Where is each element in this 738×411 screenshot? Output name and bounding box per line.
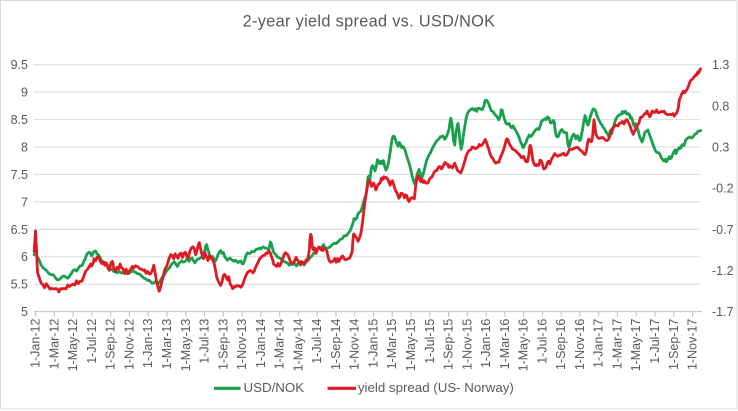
svg-text:5.5: 5.5 — [11, 278, 28, 292]
svg-text:8.5: 8.5 — [11, 113, 28, 127]
svg-text:1-Sep-17: 1-Sep-17 — [667, 319, 681, 370]
svg-text:1-Sep-14: 1-Sep-14 — [329, 319, 343, 370]
svg-text:1-Jan-14: 1-Jan-14 — [254, 319, 268, 368]
svg-text:6.5: 6.5 — [11, 223, 28, 237]
svg-text:7.5: 7.5 — [11, 168, 28, 182]
svg-text:1-Jul-13: 1-Jul-13 — [198, 319, 212, 364]
svg-text:5: 5 — [21, 305, 28, 319]
svg-text:yield spread (US- Norway): yield spread (US- Norway) — [358, 380, 514, 395]
svg-text:1-Nov-12: 1-Nov-12 — [122, 319, 136, 370]
svg-text:9: 9 — [21, 86, 28, 100]
svg-text:1-Sep-15: 1-Sep-15 — [442, 319, 456, 370]
svg-text:1-Nov-15: 1-Nov-15 — [460, 319, 474, 370]
svg-text:1-Jul-15: 1-Jul-15 — [423, 319, 437, 364]
svg-text:1-Mar-15: 1-Mar-15 — [385, 319, 399, 370]
svg-text:9.5: 9.5 — [11, 58, 28, 72]
svg-text:1-Jan-15: 1-Jan-15 — [366, 319, 380, 368]
svg-text:1-May-12: 1-May-12 — [66, 319, 80, 372]
svg-text:USD/NOK: USD/NOK — [244, 380, 305, 395]
svg-text:1-Mar-14: 1-Mar-14 — [273, 319, 287, 370]
svg-text:1-Mar-12: 1-Mar-12 — [47, 319, 61, 370]
svg-text:1-May-13: 1-May-13 — [179, 319, 193, 372]
svg-text:1-May-17: 1-May-17 — [629, 319, 643, 372]
svg-text:1-Jul-12: 1-Jul-12 — [85, 319, 99, 364]
svg-text:2-year yield spread vs. USD/NO: 2-year yield spread vs. USD/NOK — [243, 13, 496, 31]
svg-text:1-Jul-17: 1-Jul-17 — [648, 319, 662, 364]
svg-text:1-Mar-16: 1-Mar-16 — [498, 319, 512, 370]
svg-text:1-Nov-17: 1-Nov-17 — [686, 319, 700, 370]
svg-text:1-Jul-16: 1-Jul-16 — [535, 319, 549, 364]
svg-text:1-Jan-13: 1-Jan-13 — [141, 319, 155, 368]
svg-text:1-May-15: 1-May-15 — [404, 319, 418, 372]
svg-text:1-Sep-13: 1-Sep-13 — [216, 319, 230, 370]
svg-text:0.3: 0.3 — [712, 141, 729, 155]
svg-text:1-May-16: 1-May-16 — [517, 319, 531, 372]
svg-text:-0.7: -0.7 — [712, 223, 734, 237]
svg-text:1-Nov-16: 1-Nov-16 — [573, 319, 587, 370]
svg-text:1-Jan-16: 1-Jan-16 — [479, 319, 493, 368]
svg-text:1-Jan-12: 1-Jan-12 — [29, 319, 43, 368]
svg-text:1-Sep-12: 1-Sep-12 — [104, 319, 118, 370]
svg-text:1-Jan-17: 1-Jan-17 — [592, 319, 606, 368]
svg-text:1-Nov-13: 1-Nov-13 — [235, 319, 249, 370]
svg-text:0.8: 0.8 — [712, 99, 729, 113]
svg-text:-0.2: -0.2 — [712, 182, 734, 196]
svg-text:1-Sep-16: 1-Sep-16 — [554, 319, 568, 370]
svg-text:1-Mar-17: 1-Mar-17 — [610, 319, 624, 370]
svg-text:1-Mar-13: 1-Mar-13 — [160, 319, 174, 370]
svg-text:1-May-14: 1-May-14 — [291, 319, 305, 372]
svg-text:1-Nov-14: 1-Nov-14 — [348, 319, 362, 370]
svg-text:8: 8 — [21, 141, 28, 155]
svg-text:-1.7: -1.7 — [712, 305, 734, 319]
svg-text:1.3: 1.3 — [712, 58, 729, 72]
svg-text:-1.2: -1.2 — [712, 264, 734, 278]
svg-text:1-Jul-14: 1-Jul-14 — [310, 319, 324, 364]
svg-text:7: 7 — [21, 195, 28, 209]
svg-text:6: 6 — [21, 250, 28, 264]
